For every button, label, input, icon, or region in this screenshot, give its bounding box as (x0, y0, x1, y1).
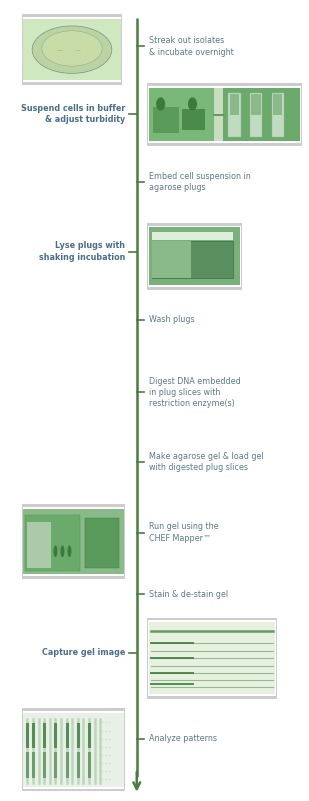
Ellipse shape (42, 30, 102, 66)
Ellipse shape (53, 545, 57, 557)
Bar (273, 95, 282, 115)
Bar (23, 19, 121, 80)
Bar (228, 94, 241, 137)
Bar (252, 95, 261, 115)
Text: Digest DNA embedded
in plug slices with
restriction enzyme(s): Digest DNA embedded in plug slices with … (149, 376, 240, 409)
Bar (23, 713, 124, 787)
Bar (147, 83, 302, 146)
Bar (153, 107, 179, 133)
Bar (149, 88, 300, 141)
Text: Suspend cells in buffer
& adjust turbidity: Suspend cells in buffer & adjust turbidi… (21, 103, 125, 124)
Text: Embed cell suspension in
agarose plugs: Embed cell suspension in agarose plugs (149, 171, 250, 192)
Bar (22, 14, 122, 85)
Bar (147, 223, 242, 290)
Text: - - -: - - - (103, 753, 111, 757)
Text: ~~: ~~ (57, 50, 64, 54)
Bar (182, 109, 205, 131)
Bar (28, 521, 51, 568)
Text: Wash plugs: Wash plugs (149, 315, 194, 324)
Text: Streak out isolates
& incubate overnight: Streak out isolates & incubate overnight (149, 36, 233, 57)
Text: - - -: - - - (103, 720, 111, 724)
Bar (22, 708, 125, 791)
Bar (149, 88, 214, 141)
Bar (223, 88, 300, 141)
Text: - - -: - - - (103, 745, 111, 749)
Text: - - -: - - - (103, 769, 111, 773)
Ellipse shape (61, 545, 65, 557)
Bar (86, 518, 119, 568)
Text: - - -: - - - (103, 737, 111, 741)
Ellipse shape (188, 98, 197, 111)
Bar (152, 241, 232, 278)
Text: Analyze patterns: Analyze patterns (149, 734, 217, 743)
Bar (148, 226, 240, 287)
Text: Stain & de-stain gel: Stain & de-stain gel (149, 590, 228, 599)
Text: - - -: - - - (103, 777, 111, 781)
Bar (250, 94, 262, 137)
Text: ~~: ~~ (74, 50, 81, 54)
Text: - - -: - - - (103, 761, 111, 765)
Bar (25, 515, 80, 571)
Bar (230, 95, 239, 115)
Bar (147, 618, 277, 699)
Text: Make agarose gel & load gel
with digested plug slices: Make agarose gel & load gel with digeste… (149, 452, 263, 473)
Bar (149, 227, 240, 285)
Text: Capture gel image: Capture gel image (42, 648, 125, 658)
Bar (152, 241, 191, 278)
Bar (22, 504, 125, 579)
Bar (23, 713, 124, 787)
Bar (148, 87, 301, 143)
Bar (23, 711, 124, 788)
Bar (23, 507, 124, 576)
Text: Run gel using the
CHEF Mapper™: Run gel using the CHEF Mapper™ (149, 522, 218, 543)
Bar (23, 18, 121, 82)
Bar (23, 509, 124, 574)
Ellipse shape (156, 98, 165, 111)
Bar (152, 231, 232, 240)
Text: Lyse plugs with
shaking incubation: Lyse plugs with shaking incubation (39, 241, 125, 262)
Bar (272, 94, 284, 137)
Bar (149, 622, 275, 694)
Ellipse shape (32, 26, 112, 74)
Ellipse shape (67, 545, 71, 557)
Bar (23, 509, 124, 574)
Bar (149, 622, 275, 694)
Bar (149, 227, 240, 285)
Text: - - -: - - - (103, 729, 111, 733)
Bar (148, 621, 276, 696)
